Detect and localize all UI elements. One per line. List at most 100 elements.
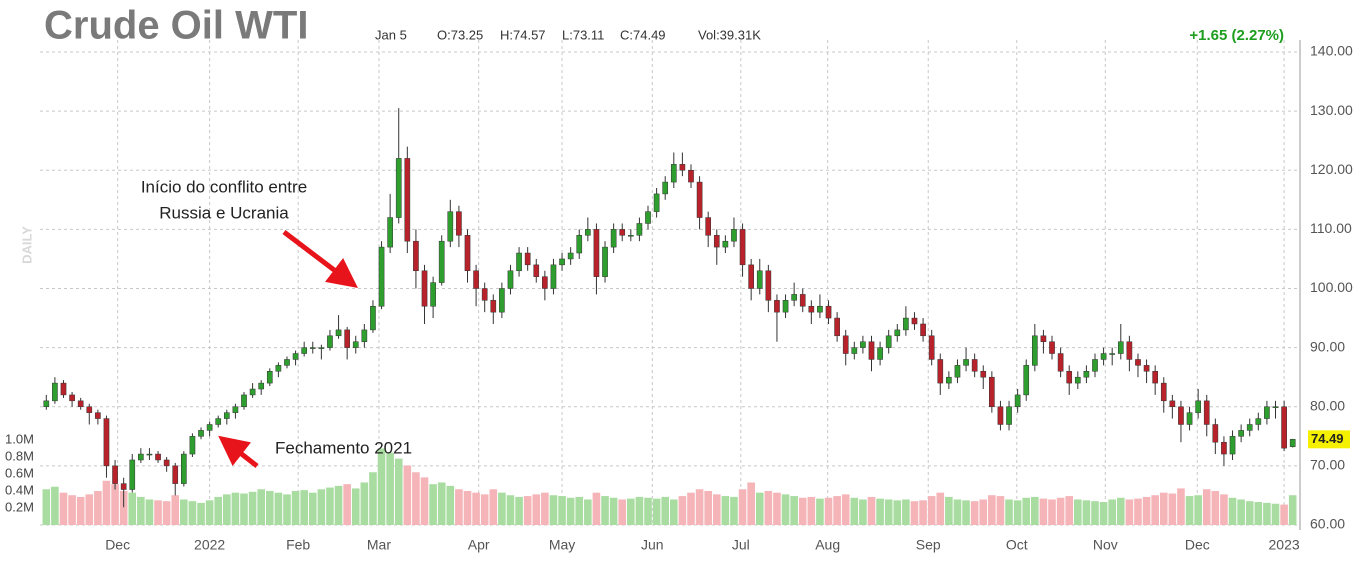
candle-body [860,341,866,348]
candle-body [954,365,961,378]
candle-body [1246,424,1253,431]
candle-body [937,359,944,384]
volume-bar [1099,502,1108,525]
volume-bar [351,488,360,525]
candle-body [765,270,772,301]
candle-body [928,335,935,360]
candle-body [774,300,780,313]
candle-body [95,412,101,419]
x-tick-label: Jul [732,537,750,553]
candle-body [1272,406,1279,408]
y-tick-label: 140.00 [1310,43,1353,59]
volume-bars [42,448,1297,525]
period-label: DAILY [19,226,34,264]
volume-bar [764,490,773,525]
volume-bar [755,492,764,525]
candle-body [1221,441,1227,455]
candle-body [567,252,574,260]
volume-bar [816,498,824,525]
volume-bar [807,496,816,525]
candle-body [748,264,754,289]
candle-body [249,388,256,396]
candle-body [378,246,385,307]
volume-bar [601,496,609,525]
candle-body [885,335,892,348]
volume-bar [248,491,257,525]
candle-body [619,229,626,236]
candle-body [163,459,170,467]
candle-body [877,347,883,360]
candle-body [275,365,282,372]
candle-body [963,359,969,366]
volume-bar [541,492,549,525]
candle-body [301,347,308,354]
volume-bar [265,490,274,525]
candle-body [559,258,565,266]
volume-bar [59,492,68,525]
candle-body [1066,371,1073,384]
volume-bar [644,497,652,525]
candle-body [1023,365,1030,396]
candle-body [284,359,290,366]
candle-body [43,400,50,407]
candle-body [292,353,299,360]
volume-bar [274,492,283,525]
volume-bar [1211,490,1220,525]
candle-body [1178,406,1184,425]
volume-bar [721,496,730,525]
x-tick-label: Mar [367,537,391,553]
volume-bar [162,501,171,525]
candle-body [713,235,720,248]
volume-bar [1048,499,1056,525]
volume-bar [1168,493,1177,525]
volume-bar [489,489,498,525]
volume-bar [300,490,308,525]
volume-bar [1237,499,1245,525]
candle-body [524,252,531,266]
volume-bar [687,492,695,525]
candle-body [817,305,823,313]
candle-body [438,240,445,283]
volume-bar [695,489,704,525]
candle-body [1160,382,1167,402]
candle-body [1169,400,1176,407]
candle-body [1289,439,1296,447]
candle-body [1074,376,1081,384]
x-tick-label: Jun [641,537,664,553]
volume-bar [1245,501,1254,525]
volume-bar [652,498,661,525]
candle-body [1186,412,1193,425]
volume-bar [240,493,248,525]
volume-bar [291,490,300,525]
candle-body [155,453,161,461]
volume-bar [1185,496,1194,525]
volume-bar [437,482,446,525]
candle-body [335,329,342,337]
y-tick-label: 100.00 [1310,279,1353,295]
volume-bar [231,492,240,525]
chart-title: Crude Oil WTI [44,4,308,48]
volume-bar [704,490,712,525]
y-tick-label: 60.00 [1310,516,1345,532]
volume-bar [1159,492,1168,525]
volume-bar [308,492,317,525]
candle-body [120,483,127,490]
volume-bar [549,495,558,525]
y-tick-label: 70.00 [1310,457,1345,473]
y2-tick-label: 0.4M [5,482,34,497]
volume-bar [635,496,644,525]
volume-bar [1194,495,1202,525]
candle-body [731,229,737,242]
volume-bar [1056,497,1065,525]
volume-bar [790,496,798,525]
x-tick-label: 2022 [194,537,225,553]
volume-bar [592,492,601,525]
volume-bar [867,496,876,525]
volume-bar [334,485,343,525]
candle-body [791,294,797,301]
candle-body [146,453,153,456]
volume-bar [962,500,970,525]
volume-bar [945,496,953,525]
